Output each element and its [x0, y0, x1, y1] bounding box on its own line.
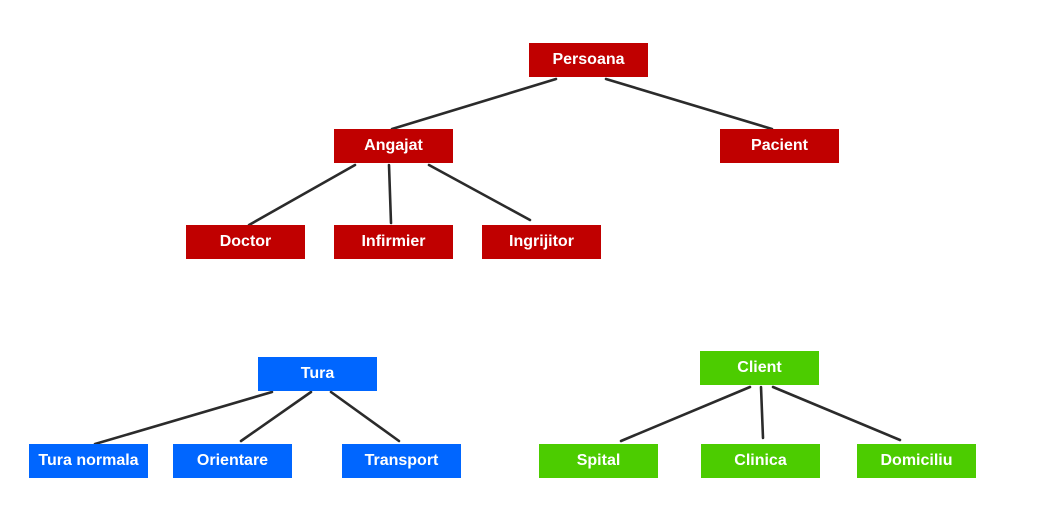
edge-client-clinica: [759, 385, 765, 440]
edge-angajat-infirmier: [387, 163, 393, 225]
node-ingrijitor: Ingrijitor: [482, 225, 601, 259]
edge-angajat-ingrijitor: [427, 163, 532, 222]
edge-persoana-angajat: [390, 77, 558, 131]
node-tura: Tura: [258, 357, 377, 391]
node-doctor: Doctor: [186, 225, 305, 259]
node-domiciliu: Domiciliu: [857, 444, 976, 478]
node-orientare: Orientare: [173, 444, 292, 478]
node-angajat: Angajat: [334, 129, 453, 163]
node-infirmier: Infirmier: [334, 225, 453, 259]
edge-angajat-doctor: [247, 163, 357, 227]
node-tura-normala: Tura normala: [29, 444, 148, 478]
node-spital: Spital: [539, 444, 658, 478]
node-pacient: Pacient: [720, 129, 839, 163]
node-clinica: Clinica: [701, 444, 820, 478]
edge-persoana-pacient: [604, 77, 774, 131]
node-persoana: Persoana: [529, 43, 648, 77]
edge-tura-orientare: [239, 390, 313, 443]
edge-tura-tura-normala: [93, 390, 274, 446]
edge-tura-transport: [329, 390, 401, 443]
edge-client-spital: [619, 385, 752, 443]
node-transport: Transport: [342, 444, 461, 478]
edge-client-domiciliu: [771, 385, 902, 442]
node-client: Client: [700, 351, 819, 385]
